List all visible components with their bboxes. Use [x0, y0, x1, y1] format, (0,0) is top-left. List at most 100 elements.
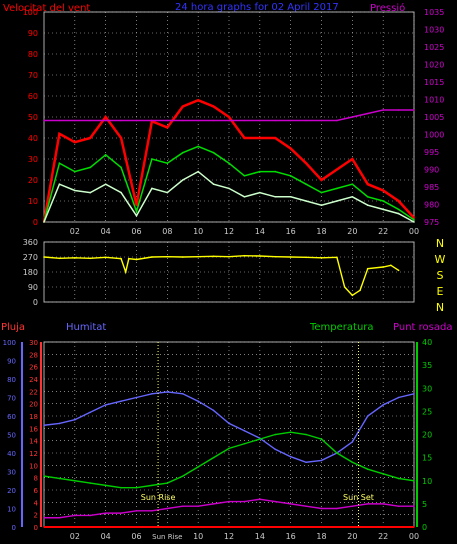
climate-humidity-point [120, 400, 122, 403]
direction-y-tick-label: 90 [28, 283, 38, 292]
climate-x-tick-label: 20 [347, 532, 357, 541]
direction-point [43, 256, 45, 258]
direction-point [181, 256, 184, 258]
wind-gust-point [305, 162, 307, 164]
wind-y-tick-label: 100 [23, 8, 38, 17]
climate-dewpoint-point [305, 505, 307, 507]
wind-y-tick-label: 40 [28, 134, 38, 143]
climate-temperature-point [197, 466, 199, 468]
direction-point [243, 254, 246, 257]
climate-rain-point [181, 526, 184, 528]
wind-average-point [320, 191, 323, 194]
wind-speed-point [320, 204, 323, 206]
wind-speed-point [243, 196, 246, 198]
climate-humidity-point [351, 441, 354, 443]
wind-speed-point [166, 191, 169, 194]
wind-pressure-point [228, 119, 230, 122]
direction-point [212, 255, 215, 258]
climate-dewpoint-point [197, 505, 199, 507]
direction-point [390, 264, 392, 267]
climate-x-tick-label: 10 [193, 532, 203, 541]
climate-x-tick-label: 14 [255, 532, 265, 541]
wind-series-gust-line [42, 98, 415, 223]
wind-y-tick-label: 60 [28, 92, 38, 101]
humidity-y-tick-label: 10 [7, 506, 16, 514]
climate-temperature-point [135, 486, 138, 489]
wind-average-point [397, 208, 400, 211]
pressure-y-tick-label: 990 [424, 166, 439, 175]
climate-rain-point [397, 526, 400, 528]
wind-pressure-point [58, 119, 61, 122]
climate-x-tick-label: 02 [70, 532, 80, 541]
climate-temperature-point [336, 452, 338, 454]
wind-chart: 1009080706050403020100103510301025102010… [23, 8, 445, 236]
climate-dewpoint-point [397, 505, 400, 507]
climate-rain-point [120, 526, 122, 528]
climate-rain-point [104, 526, 107, 528]
climate-humidity-point [305, 461, 307, 464]
pressure-y-tick-label: 980 [424, 201, 439, 210]
rain-y-tick-label: 20 [29, 401, 38, 409]
climate-humidity-point [89, 411, 92, 414]
wind-gust-point [228, 116, 230, 118]
direction-line [43, 254, 399, 297]
wind-speed-point [336, 200, 338, 202]
wind-speed-point [289, 196, 292, 198]
wind-speed-point [89, 191, 92, 194]
humidity-y-tick-label: 40 [7, 450, 16, 458]
direction-y-tick-label: 270 [23, 253, 38, 262]
climate-dewpoint-point [166, 507, 169, 510]
wind-x-tick-label: 04 [101, 227, 111, 236]
climate-humidity-point [104, 404, 107, 406]
climate-rain-point [274, 526, 277, 528]
wind-x-tick-label: 20 [347, 227, 357, 236]
climate-dewpoint-point [104, 512, 107, 514]
compass-label: S [437, 269, 444, 282]
wind-gust-point [58, 133, 61, 135]
rain-y-tick-label: 24 [29, 376, 38, 384]
climate-humidity-point [243, 430, 246, 432]
wind-gust-point [243, 137, 246, 139]
climate-dewpoint-point [89, 514, 92, 517]
pressure-y-tick-label: 1005 [424, 113, 444, 122]
wind-pressure-point [197, 119, 199, 122]
climate-temperature-point [151, 484, 153, 487]
direction-point [351, 294, 354, 297]
temperature-y-tick-label: 15 [422, 454, 432, 463]
wind-x-tick-label: 14 [255, 227, 265, 236]
wind-speed-point [197, 170, 199, 173]
climate-dewpoint-point [289, 503, 292, 505]
pressure-y-tick-label: 1035 [424, 8, 444, 17]
climate-humidity-point [151, 393, 153, 395]
wind-y-tick-label: 0 [33, 218, 38, 227]
pressure-y-tick-label: 1030 [424, 26, 444, 35]
wind-average-point [259, 170, 261, 173]
climate-temperature-point [413, 479, 415, 482]
wind-pressure-point [336, 119, 338, 122]
wind-average-point [151, 158, 153, 160]
climate-dewpoint-point [259, 498, 261, 501]
humidity-y-tick-label: 30 [7, 469, 16, 477]
wind-average-point [197, 145, 199, 148]
pressure-title: Pressió [370, 2, 405, 14]
wind-x-tick-label: 12 [224, 227, 234, 236]
climate-rain-point [366, 526, 369, 528]
climate-humidity-point [382, 404, 384, 406]
direction-point [382, 266, 384, 268]
wind-average-point [274, 170, 277, 173]
climate-humidity-point [413, 393, 415, 395]
climate-temperature-point [212, 456, 215, 459]
wind-speed-point [382, 208, 384, 211]
climate-dewpoint-point [43, 516, 45, 519]
wind-average-point [104, 154, 107, 156]
climate-humidity-point [366, 415, 369, 417]
wind-average-point [305, 183, 307, 185]
compass-label: W [435, 253, 446, 266]
climate-dewpoint-point [135, 510, 138, 512]
direction-point [166, 255, 169, 258]
humidity-title: Humitat [66, 322, 106, 333]
direction-point [305, 256, 307, 259]
wind-pressure-point [274, 119, 277, 122]
climate-humidity-point [74, 418, 76, 421]
direction-point [74, 257, 76, 259]
